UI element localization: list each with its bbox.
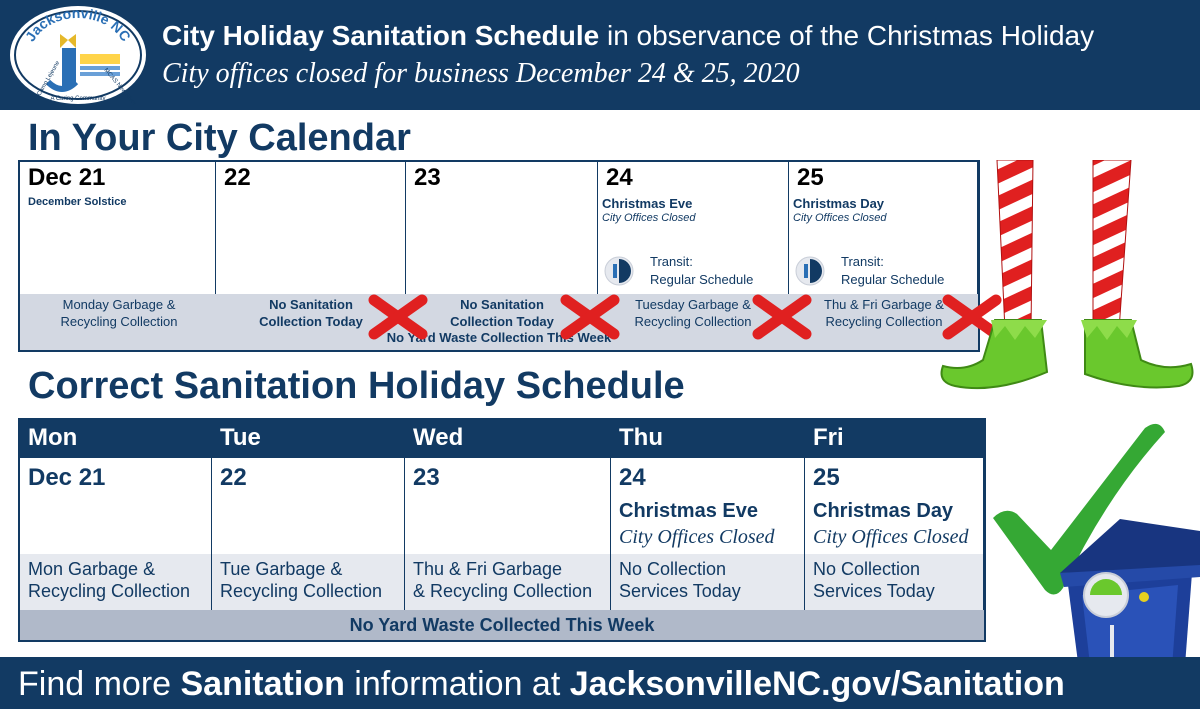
- strip-line: Thu & Fri Garbage &: [824, 297, 944, 312]
- service-line: Recycling Collection: [220, 581, 383, 601]
- no-yard-waste-note: No Yard Waste Collection This Week: [386, 330, 612, 345]
- strip-line: Collection Today: [450, 314, 554, 329]
- service-line: Recycling Collection: [28, 581, 191, 601]
- transit-icon: [795, 256, 825, 286]
- schedule-date: 24: [619, 464, 646, 491]
- header-banner: Jacksonville NC Camp Lejeune MCAS New Ri…: [0, 0, 1200, 110]
- schedule-date: 23: [413, 464, 440, 491]
- footer-middle: information at: [344, 665, 570, 703]
- schedule-day-header: Thu: [619, 424, 663, 451]
- strip-line: Tuesday Garbage &: [635, 297, 751, 312]
- strip-item: Monday Garbage & Recycling Collection: [24, 296, 214, 330]
- transit-icon: [604, 256, 634, 286]
- schedule-column-thu: 24 Christmas Eve City Offices Closed No …: [611, 458, 805, 610]
- schedule-day-header: Fri: [813, 424, 844, 451]
- calendar-collection-strip: Monday Garbage & Recycling Collection No …: [20, 294, 1002, 350]
- schedule-day-header: Mon: [28, 424, 78, 451]
- schedule-service: Thu & Fri Garbage & Recycling Collection: [405, 554, 610, 610]
- schedule-holiday: Christmas Eve: [619, 500, 758, 522]
- city-calendar: Dec 21 December Solstice 22 23 24 Christ…: [18, 160, 1002, 352]
- schedule-title: Correct Sanitation Holiday Schedule: [28, 365, 685, 407]
- transit-value: Regular Schedule: [650, 272, 754, 287]
- strip-item: Thu & Fri Garbage & Recycling Collection: [789, 296, 979, 330]
- calendar-day-number: 24: [606, 164, 633, 191]
- calendar-closure-note: City Offices Closed: [793, 212, 887, 224]
- schedule-closure-note: City Offices Closed: [813, 526, 969, 548]
- schedule-yard-waste-note: No Yard Waste Collected This Week: [20, 610, 984, 640]
- schedule-date: Dec 21: [28, 464, 106, 491]
- strip-line: Recycling Collection: [60, 314, 178, 329]
- service-line: No Collection: [813, 559, 921, 579]
- x-mark-icon: [752, 294, 812, 340]
- calendar-day-25: 25 Christmas Day City Offices Closed Tra…: [789, 162, 978, 294]
- schedule-date: 25: [813, 464, 840, 491]
- service-line: Tue Garbage &: [220, 559, 343, 579]
- x-mark-icon: [942, 294, 1002, 340]
- strip-item: No Sanitation Collection Today: [216, 296, 406, 330]
- schedule-day-header: Wed: [413, 424, 464, 451]
- schedule-holiday: Christmas Day: [813, 500, 954, 522]
- schedule-column-mon: Dec 21 Mon Garbage & Recycling Collection: [20, 458, 212, 610]
- schedule-header-row: Mon Tue Wed Thu Fri: [20, 420, 984, 458]
- schedule-column-fri: 25 Christmas Day City Offices Closed No …: [805, 458, 984, 610]
- calendar-day-21: Dec 21 December Solstice: [20, 162, 216, 294]
- correct-schedule-table: Mon Tue Wed Thu Fri Dec 21 Mon Garbage &…: [18, 418, 986, 642]
- footer-website-link[interactable]: JacksonvilleNC.gov/Sanitation: [569, 665, 1065, 703]
- calendar-day-24: 24 Christmas Eve City Offices Closed Tra…: [598, 162, 789, 294]
- calendar-holiday: Christmas Day: [793, 196, 885, 211]
- strip-line: No Sanitation: [460, 297, 544, 312]
- footer-bold-sanitation: Sanitation: [180, 665, 345, 703]
- schedule-service: Mon Garbage & Recycling Collection: [20, 554, 211, 610]
- calendar-day-number: 22: [224, 164, 251, 191]
- checkmark-icon: [993, 423, 1165, 595]
- footer-banner: Find more Sanitation information at Jack…: [0, 657, 1200, 709]
- schedule-service: Tue Garbage & Recycling Collection: [212, 554, 404, 610]
- x-mark-icon: [560, 294, 620, 340]
- strip-item: Tuesday Garbage & Recycling Collection: [598, 296, 788, 330]
- schedule-service: No Collection Services Today: [805, 554, 983, 610]
- x-mark-icon: [368, 294, 428, 340]
- schedule-date: 22: [220, 464, 247, 491]
- service-line: Thu & Fri Garbage: [413, 559, 563, 579]
- transit-value: Regular Schedule: [841, 272, 945, 287]
- service-line: No Collection: [619, 559, 727, 579]
- service-line: Mon Garbage &: [28, 559, 156, 579]
- service-line: Services Today: [619, 581, 741, 601]
- strip-line: Monday Garbage &: [62, 297, 176, 312]
- service-line: Services Today: [813, 581, 935, 601]
- elf-legs-illustration: [940, 160, 1194, 390]
- calendar-closure-note: City Offices Closed: [602, 212, 696, 224]
- calendar-day-22: 22: [216, 162, 406, 294]
- strip-line: No Sanitation: [269, 297, 353, 312]
- strip-line: Recycling Collection: [825, 314, 943, 329]
- footer-prefix: Find more: [18, 665, 181, 703]
- schedule-closure-note: City Offices Closed: [619, 526, 775, 548]
- footer-text: Find more Sanitation information at Jack…: [18, 665, 1065, 704]
- strip-line: Recycling Collection: [634, 314, 752, 329]
- schedule-column-tue: 22 Tue Garbage & Recycling Collection: [212, 458, 405, 610]
- schedule-column-wed: 23 Thu & Fri Garbage & Recycling Collecti…: [405, 458, 611, 610]
- calendar-day-number: 23: [414, 164, 441, 191]
- calendar-day-number: 25: [797, 164, 824, 191]
- calendar-day-23: 23: [406, 162, 598, 294]
- transit-label: Transit:: [841, 254, 884, 269]
- header-title-bold: City Holiday Sanitation Schedule: [162, 20, 600, 51]
- header-title: City Holiday Sanitation Schedule in obse…: [162, 20, 1094, 52]
- calendar-day-note: December Solstice: [28, 196, 127, 208]
- calendar-title: In Your City Calendar: [28, 117, 411, 159]
- header-title-rest: in observance of the Christmas Holiday: [599, 20, 1095, 51]
- city-logo: Jacksonville NC Camp Lejeune MCAS New Ri…: [10, 5, 146, 106]
- schedule-day-header: Tue: [220, 424, 261, 451]
- strip-item: No Sanitation Collection Today: [407, 296, 597, 330]
- header-subtitle: City offices closed for business Decembe…: [162, 58, 800, 89]
- calendar-holiday: Christmas Eve: [602, 196, 693, 211]
- schedule-service: No Collection Services Today: [611, 554, 804, 610]
- transit-label: Transit:: [650, 254, 693, 269]
- logo-text-bottom: A Caring Community: [50, 96, 105, 102]
- service-line: & Recycling Collection: [413, 581, 593, 601]
- calendar-day-number: Dec 21: [28, 164, 106, 191]
- strip-line: Collection Today: [259, 314, 363, 329]
